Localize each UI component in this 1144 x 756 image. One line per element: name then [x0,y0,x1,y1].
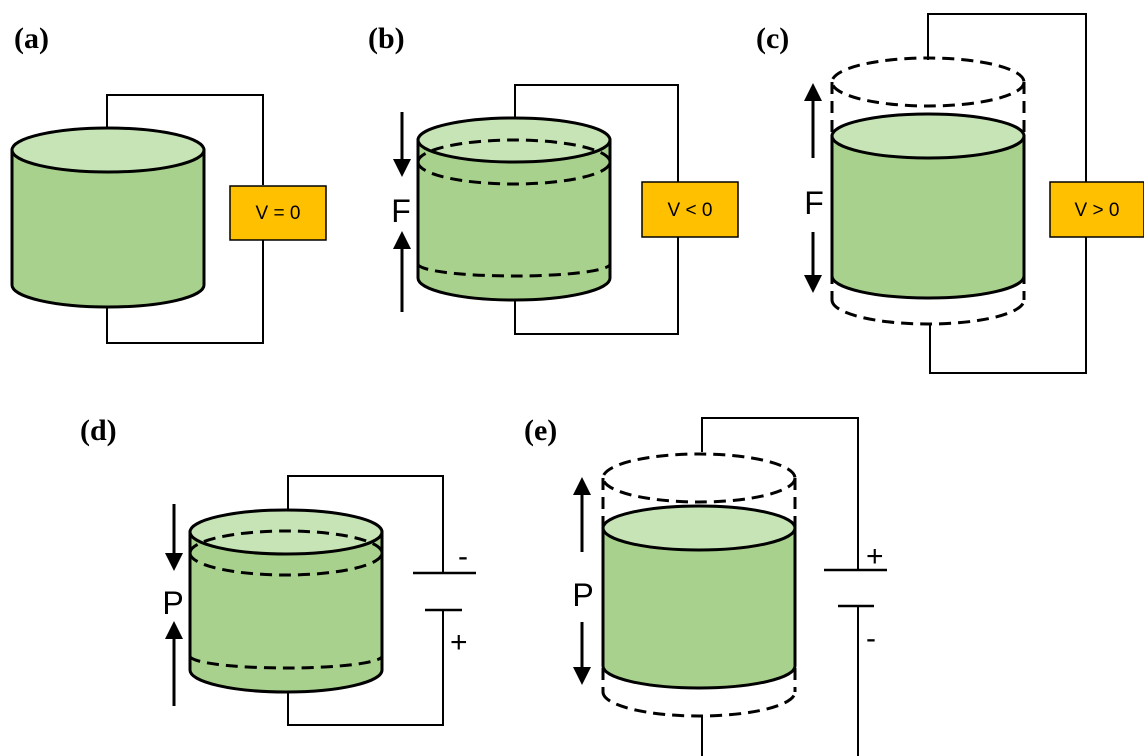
panel-a-top-wire [106,94,264,185]
panel-c-cylinder-top [830,112,1026,160]
panel-d-compressed-bottom [188,655,384,670]
panel-c: (c) F V > 0 [756,13,1144,374]
panel-c-bottom-wire [929,237,1087,374]
panel-a-voltmeter [229,185,327,241]
panel-d-compressed-top-front [188,552,384,577]
panel-e-label: (e) [524,414,557,447]
panel-c-cylinder [830,134,1026,300]
panel-b-cylinder [416,138,612,302]
panel-d: (d) P - + [80,414,476,726]
panel-a: (a) V = 0 [10,22,327,344]
panel-d-bottom-terminal: + [450,626,468,659]
panel-d-compressed-top-back [188,529,384,554]
panel-c-extended-bottom [830,299,1026,326]
panel-d-bottom-wire [287,610,444,726]
panel-e-top-terminal: + [866,540,884,573]
panel-a-label: (a) [14,22,49,55]
panel-d-top-terminal: - [458,540,468,573]
panel-a-cylinder-top [10,126,206,174]
panel-c-voltage-label: V > 0 [1075,200,1120,221]
panel-d-cylinder [188,530,384,694]
panel-e-cylinder [601,526,797,690]
panel-e-top-wire [701,417,859,570]
panel-c-force-label: F [804,185,824,221]
panel-b-voltmeter [641,181,739,238]
panel-a-cylinder [10,148,206,309]
panel-b-label: (b) [368,22,405,55]
panel-b-compressed-top-front [416,161,612,186]
panel-e-bottom-terminal: - [866,622,876,655]
panel-d-polarization-label: P [162,585,183,621]
panel-a-voltage-label: V = 0 [256,203,301,224]
panel-b-compressed-bottom [416,263,612,278]
panel-e-cylinder-top [601,504,797,552]
panel-b-voltage-label: V < 0 [668,200,713,221]
panel-c-extended-top [830,56,1026,108]
panel-b-top-wire [514,84,679,182]
panel-d-label: (d) [80,414,117,447]
panel-b-bottom-wire [514,237,679,335]
panel-e: (e) P + - [524,414,887,756]
panel-d-top-wire [287,475,444,573]
panel-e-extended-bottom [601,691,797,718]
panel-c-voltmeter [1049,181,1144,238]
panel-e-polarization-label: P [572,577,593,613]
panel-b: (b) F V < 0 [368,22,739,335]
panel-c-label: (c) [756,22,789,55]
panel-b-force-label: F [391,193,411,229]
panel-c-top-wire [927,13,1087,182]
panel-a-bottom-wire [106,240,264,344]
panel-b-compressed-top-back [416,138,612,163]
panel-e-extended-top [601,452,797,504]
